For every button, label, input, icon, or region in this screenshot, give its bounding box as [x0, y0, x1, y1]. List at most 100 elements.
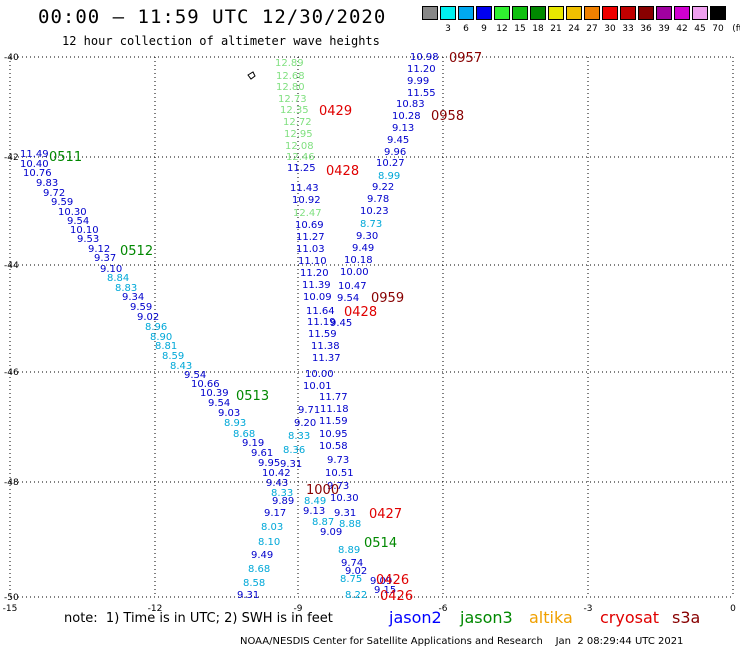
wave-height-value: 12.73 — [278, 94, 307, 105]
wave-height-value: 9.22 — [372, 182, 394, 193]
wave-height-value: 11.59 — [308, 329, 337, 340]
pass-time-label: 0512 — [120, 244, 153, 259]
wave-height-value: 8.49 — [304, 496, 326, 507]
wave-height-value: 10.98 — [410, 52, 439, 63]
wave-height-value: 10.40 — [20, 159, 49, 170]
wave-height-value: 8.90 — [150, 332, 172, 343]
wave-height-value: 10.92 — [292, 195, 321, 206]
wave-height-value: 9.53 — [77, 234, 99, 245]
wave-height-value: 8.33 — [271, 488, 293, 499]
pass-time-label: 0957 — [449, 51, 482, 66]
wave-height-value: 9.59 — [130, 302, 152, 313]
wave-height-value: 9.54 — [67, 216, 89, 227]
wave-height-value: 8.59 — [162, 351, 184, 362]
wave-height-value: 11.18 — [320, 404, 349, 415]
wave-height-value: 8.73 — [360, 219, 382, 230]
credit-footer: NOAA/NESDIS Center for Satellite Applica… — [240, 636, 684, 647]
wave-height-value: 9.20 — [294, 418, 316, 429]
wave-height-value: 11.27 — [296, 232, 325, 243]
pass-time-label: 0428 — [344, 305, 377, 320]
wave-height-value: 9.59 — [51, 197, 73, 208]
wave-height-value: 9.15 — [374, 585, 396, 596]
color-swatch-label: 33 — [622, 24, 634, 34]
satellite-legend-item: jason2 — [389, 608, 442, 627]
color-swatch-label: 36 — [640, 24, 652, 34]
wave-height-value: 10.27 — [376, 158, 405, 169]
wave-height-value: 8.87 — [312, 517, 334, 528]
page-title: 00:00 – 11:59 UTC 12/30/2020 — [38, 6, 387, 28]
wave-height-value: 9.10 — [100, 264, 122, 275]
wave-height-value: 10.18 — [344, 255, 373, 266]
wave-height-value: 8.43 — [170, 361, 192, 372]
wave-height-value: 9.34 — [122, 292, 144, 303]
wave-height-value: 9.13 — [303, 506, 325, 517]
color-swatch — [512, 6, 528, 20]
color-swatch — [476, 6, 492, 20]
time-annotations: 0957095804290428051105120959042805131000… — [49, 51, 482, 604]
wave-height-value: 9.17 — [264, 508, 286, 519]
wave-height-value: 10.42 — [262, 468, 291, 479]
island-shape — [247, 71, 256, 80]
wave-height-value: 10.10 — [70, 225, 99, 236]
wave-height-value: 9.09 — [320, 527, 342, 538]
wave-height-value: 9.49 — [251, 550, 273, 561]
wave-height-value: 10.95 — [319, 429, 348, 440]
y-tick-label: -46 — [4, 368, 19, 378]
wave-height-value: 9.45 — [330, 318, 352, 329]
wave-height-value: 9.02 — [137, 312, 159, 323]
color-swatch — [710, 6, 726, 20]
satellite-legend-item: altika — [529, 608, 573, 627]
wave-height-value: 11.43 — [290, 183, 319, 194]
wave-height-value: 9.83 — [36, 178, 58, 189]
wave-height-value: 10.30 — [58, 207, 87, 218]
wave-height-value: 10.09 — [303, 292, 332, 303]
wave-height-value: 12.46 — [286, 152, 315, 163]
color-swatch — [656, 6, 672, 20]
wave-height-value: 9.30 — [356, 231, 378, 242]
wave-height-value: 8.36 — [283, 445, 305, 456]
wave-height-value: 9.96 — [384, 147, 406, 158]
x-tick-label: -9 — [294, 604, 303, 614]
color-swatch-label: 24 — [568, 24, 580, 34]
satellite-legend-item: s3a — [672, 608, 701, 627]
color-swatch-label: 30 — [604, 24, 616, 34]
page-subtitle: 12 hour collection of altimeter wave hei… — [62, 34, 380, 48]
axis-ticks: -15 -12 -9 -6 -3 0 -40 -42 -44 -46 -48 -50 — [3, 53, 736, 614]
wave-height-value: 8.33 — [288, 431, 310, 442]
wave-height-value: 11.59 — [319, 416, 348, 427]
wave-height-value: 8.99 — [378, 171, 400, 182]
wave-height-value: 9.78 — [367, 194, 389, 205]
wave-height-value: 8.75 — [340, 574, 362, 585]
wave-height-value: 8.68 — [233, 429, 255, 440]
wave-height-value: 9.09 — [370, 576, 392, 587]
wave-height-value: 11.20 — [407, 64, 436, 75]
color-swatch — [530, 6, 546, 20]
wave-height-value: 11.20 — [300, 268, 329, 279]
wave-height-value: 9.37 — [94, 253, 116, 264]
y-tick-label: -42 — [4, 153, 19, 163]
color-swatch-label: 12 — [496, 24, 508, 34]
wave-height-value: 8.88 — [339, 519, 361, 530]
pass-time-label: 0958 — [431, 109, 464, 124]
color-swatch-label: 42 — [676, 24, 688, 34]
wave-height-value: 10.58 — [319, 441, 348, 452]
color-swatch — [566, 6, 582, 20]
x-tick-label: -3 — [584, 604, 593, 614]
wave-height-value: 8.10 — [258, 537, 280, 548]
map-grid — [9, 56, 734, 598]
pass-time-label: 0426 — [380, 589, 413, 604]
color-swatch — [692, 6, 708, 20]
wave-height-value: 12.95 — [284, 129, 313, 140]
wave-height-value: 9.72 — [43, 188, 65, 199]
wave-height-value: 9.95 — [258, 458, 280, 469]
pass-time-label: 0426 — [376, 573, 409, 588]
wave-height-value: 8.84 — [107, 273, 129, 284]
wave-height-value: 8.81 — [155, 341, 177, 352]
wave-height-value: 8.89 — [338, 545, 360, 556]
wave-height-value: 12.68 — [276, 71, 305, 82]
wave-height-value: 9.45 — [387, 135, 409, 146]
wave-height-value: 10.47 — [338, 281, 367, 292]
wave-height-value: 9.03 — [218, 408, 240, 419]
wave-height-value: 8.68 — [248, 564, 270, 575]
wave-height-value: 12.08 — [285, 141, 314, 152]
